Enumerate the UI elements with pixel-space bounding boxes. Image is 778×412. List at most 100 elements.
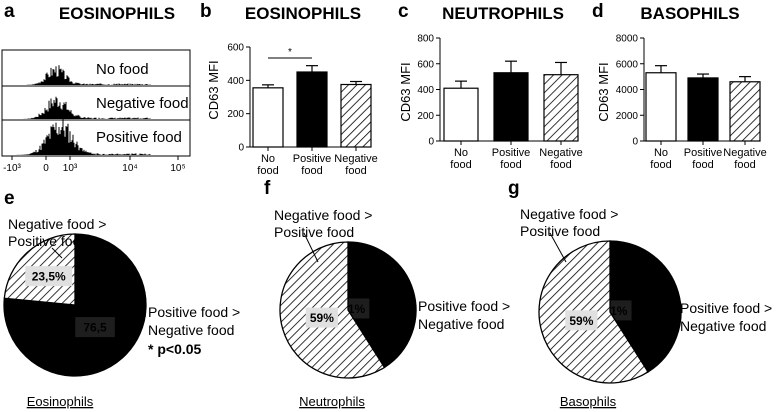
bar [252,87,284,148]
x-tick-label: food [450,159,471,171]
x-tick-label: Negative [334,153,377,165]
y-tick-label: 0 [238,143,244,154]
x-tick-label: Negative [723,147,766,159]
y-tick-label: 0 [632,137,638,148]
y-tick-label: 200 [227,109,244,120]
bar-chart-b: 0200400600NofoodPositivefoodNegativefood… [227,43,377,178]
pie-label-negative-food-line1: Negative food > [8,216,106,232]
panel-a: a EOSINOPHILS No food Negative food Posi… [1,1,191,174]
x-tick: 0 [43,163,49,174]
panel-b: b EOSINOPHILS CD63 MFI 0200400600NofoodP… [200,1,378,177]
pie-title-eosinophils: Eosinophils [27,394,94,409]
histogram-trace [26,65,151,85]
y-tick-label: 2000 [616,111,639,122]
pie-label-box [75,317,115,338]
panel-letter-b: b [200,1,212,22]
y-tick-label: 0 [428,137,434,148]
x-tick-label: No [261,153,275,165]
pie-label-negative-food-line2: Positive food [8,233,88,249]
panel-b-title: EOSINOPHILS [245,4,361,23]
x-tick: 10³ [63,163,78,174]
x-tick: -10³ [3,163,21,174]
x-tick-label: food [301,165,322,177]
panel-letter-f: f [264,178,271,199]
pie-label-negative-food-line1: Negative food > [274,207,372,223]
pie-label-box [305,307,338,328]
pie-label-positive-food-line2: Negative food [680,318,766,334]
histogram-frame [1,49,191,157]
y-tick-label: 4000 [616,85,639,96]
panel-g: g 41%59% Negative food > Positive food P… [508,178,772,409]
pie-neutrophils: 41%59% [279,241,417,379]
y-axis-label: CD63 MFI [206,60,221,119]
histogram-x-axis: -10³ 0 10³ 10⁴ 10⁵ [3,156,186,174]
leader-line [303,232,319,263]
y-tick-label: 6000 [616,59,639,70]
pie-label-positive-food-line2: Negative food [418,316,504,332]
pie-label-positive-food-line1: Positive food > [148,304,240,320]
bar [729,81,761,142]
pie-eosinophils: 76,5 23,5% [3,233,147,377]
panel-a-title: EOSINOPHILS [59,4,175,23]
pie-percentage-label: 59% [569,314,593,328]
y-tick-label: 800 [417,34,434,45]
pie-title-neutrophils: Neutrophils [299,394,365,409]
panel-letter-e: e [4,188,15,209]
bar [645,72,677,142]
y-tick-label: 600 [417,59,434,70]
x-tick-label: Negative [539,147,582,159]
y-tick-label: 200 [417,111,434,122]
panel-f: f 41%59% Negative food > Positive food P… [264,178,510,409]
bar-chart-c: 0200400600800NofoodPositivefoodNegativef… [417,34,582,172]
x-tick-label: No [654,147,668,159]
panel-c-title: NEUTROPHILS [442,4,564,23]
panel-e: e 76,5 23,5% Negative food > Positive foo… [3,188,240,409]
x-tick-label: Positive [684,147,723,159]
pie-label-negative-food-line2: Positive food [274,224,354,240]
panel-c: c NEUTROPHILS CD63 MFI 0200400600800Nofo… [398,1,583,171]
x-tick-label: No [454,147,468,159]
panel-d-title: BASOPHILS [640,4,739,23]
bar-chart-d: 02000400060008000NofoodPositivefoodNegat… [616,34,767,172]
track-label-negative-food: Negative food [96,95,189,112]
panel-d: d BASOPHILS CD63 MFI 0 2000 4000 6000 8000 No… [592,1,767,171]
panel-letter-d: d [592,1,604,22]
track-label-no-food: No food [96,61,149,78]
histogram-trace [23,96,151,119]
x-tick-label: Positive [492,147,531,159]
y-tick-label: 400 [417,85,434,96]
x-tick-label: food [345,165,366,177]
pie-percentage-label: 76,5 [83,321,107,335]
bar [443,87,479,142]
bar [687,77,719,142]
pie-label-positive-food-line1: Positive food > [680,300,772,316]
panel-letter-c: c [398,1,409,22]
y-axis-label: CD63 MFI [398,62,413,121]
y-axis-label: CD63 MFI [596,62,611,121]
bar [493,72,529,142]
histogram-tracks [16,65,151,155]
x-tick: 10⁴ [122,163,137,174]
leader-line [549,232,567,263]
pie-label-box [25,266,73,287]
y-tick-label: 8000 [616,34,639,45]
pie-label-negative-food-line1: Negative food > [520,206,618,222]
pie-label-positive-food-line1: Positive food > [418,298,510,314]
bar [543,74,579,142]
panel-letter-a: a [4,1,15,22]
pie-percentage-label: 23,5% [32,270,66,284]
pie-percentage-label: 59% [310,311,334,325]
y-tick-label: 400 [227,76,244,87]
bar [296,71,328,148]
significance-star: * [288,47,292,58]
x-tick-label: food [500,159,521,171]
bar [340,83,372,148]
pie-title-basophils: Basophils [560,394,617,409]
x-tick-label: food [257,165,278,177]
significance-note: * p<0.05 [148,341,202,357]
pie-label-box [565,310,598,331]
x-tick-label: food [650,159,671,171]
x-tick: 10⁵ [170,163,185,174]
pie-basophils: 41%59% [538,240,682,384]
